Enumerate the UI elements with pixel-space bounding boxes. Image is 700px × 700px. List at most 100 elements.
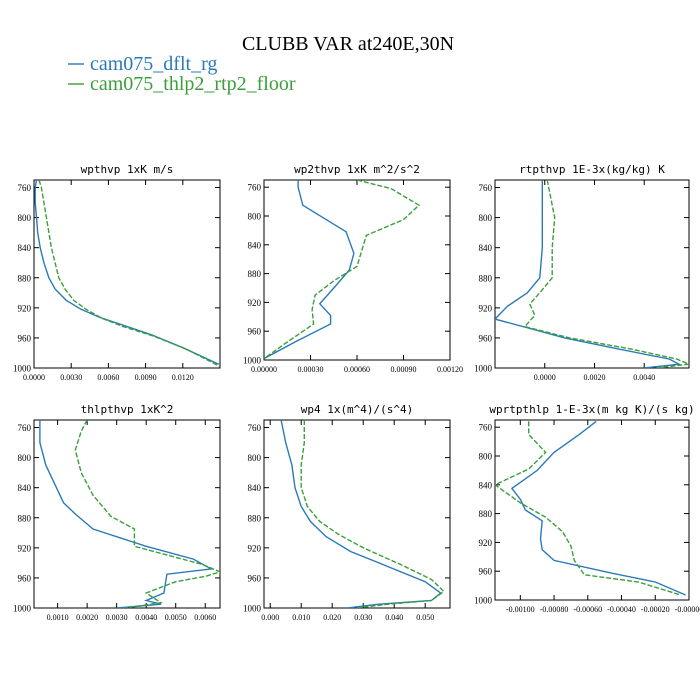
series-line-dflt	[280, 420, 442, 608]
y-tick-label: 760	[479, 423, 493, 433]
x-tick-label: 0.0060	[194, 613, 216, 622]
x-tick-label: 0.0120	[172, 373, 194, 382]
x-tick-label: 0.0030	[60, 373, 82, 382]
panel-frame	[33, 179, 221, 369]
y-tick-label: 760	[248, 423, 262, 433]
x-tick-label: -0.00040	[607, 605, 636, 614]
panel-frame	[263, 179, 451, 361]
y-tick-label: 920	[479, 303, 493, 313]
x-tick-label: 0.0090	[135, 373, 157, 382]
x-tick-label: 0.010	[292, 613, 310, 622]
y-tick-label: 960	[479, 567, 493, 577]
y-tick-label: 800	[18, 213, 32, 223]
y-tick-label: 1000	[474, 364, 493, 374]
series-line-dflt	[510, 420, 686, 596]
panel-6: wprtpthlp 1-E-3x(m kg K)/(s kg) 760 800 840…	[474, 403, 700, 614]
panel-frame	[494, 419, 690, 601]
panel-2: wp2thvp 1xK m^2/s^2 760 800 840 880 920 960 100…	[243, 163, 463, 374]
y-tick-label: 880	[18, 513, 32, 523]
x-tick-label: 0.0040	[135, 613, 157, 622]
x-tick-label: 0.030	[354, 613, 372, 622]
panel-frame	[494, 179, 690, 369]
x-tick-label: 0.0020	[583, 373, 605, 382]
y-tick-label: 920	[248, 298, 262, 308]
x-tick-label: 0.0010	[47, 613, 69, 622]
panel-title: rtpthvp 1E-3x(kg/kg) K	[519, 163, 665, 176]
legend-label-floor: cam075_thlp2_rtp2_floor	[90, 73, 296, 95]
series-line-dflt	[264, 180, 355, 360]
y-tick-label: 800	[248, 212, 262, 222]
x-tick-label: 0.0000	[534, 373, 556, 382]
series-line-floor	[300, 420, 445, 608]
x-tick-label: -0.00060	[573, 605, 602, 614]
y-tick-label: 880	[248, 269, 262, 279]
panel-5: wp4 1x(m^4)/(s^4)76080084088092096010000…	[243, 403, 451, 622]
panel-1: wpthvp 1xK m/s76080084088092096010000.00…	[13, 163, 221, 382]
panel-3: rtpthvp 1E-3x(kg/kg) K 760 800 840 880 920 960…	[474, 163, 690, 382]
x-tick-label: 0.040	[385, 613, 403, 622]
series-line-floor	[38, 180, 220, 368]
x-tick-label: 0.0000	[23, 373, 45, 382]
y-tick-label: 840	[479, 243, 493, 253]
y-tick-label: 760	[248, 183, 262, 193]
y-tick-label: 1000	[243, 356, 262, 366]
x-tick-label: 0.020	[323, 613, 341, 622]
y-tick-label: 840	[479, 480, 493, 490]
y-tick-label: 840	[248, 483, 262, 493]
y-tick-label: 760	[18, 183, 32, 193]
series-line-floor	[523, 180, 689, 368]
y-tick-label: 880	[479, 273, 493, 283]
y-tick-label: 1000	[243, 604, 262, 614]
y-tick-label: 920	[18, 543, 32, 553]
figure-title: CLUBB VAR at240E,30N	[242, 33, 454, 55]
x-tick-label: 0.050	[416, 613, 434, 622]
x-tick-label: 0.000	[261, 613, 279, 622]
x-tick-label: 0.00060	[344, 365, 370, 374]
y-tick-label: 880	[18, 273, 32, 283]
y-tick-label: 800	[479, 452, 493, 462]
x-tick-label: -0.00000	[675, 605, 700, 614]
x-tick-label: 0.0020	[76, 613, 98, 622]
y-tick-label: 960	[248, 327, 262, 337]
y-tick-label: 1000	[474, 596, 493, 606]
y-tick-label: 760	[18, 423, 32, 433]
panel-4: thlpthvp 1xK^2 760 800 840 880 920 960 1000 0.00…	[13, 403, 221, 622]
series-line-dflt	[39, 420, 214, 608]
x-tick-label: 0.00090	[391, 365, 417, 374]
series-line-dflt	[495, 180, 682, 368]
x-tick-label: 0.0060	[97, 373, 119, 382]
y-tick-label: 880	[479, 509, 493, 519]
y-tick-label: 920	[248, 543, 262, 553]
y-tick-label: 880	[248, 513, 262, 523]
y-tick-label: 840	[18, 483, 32, 493]
panels-container: wpthvp 1xK m/s76080084088092096010000.00…	[13, 163, 700, 622]
series-line-dflt	[34, 180, 220, 365]
x-tick-label: -0.00080	[540, 605, 569, 614]
series-line-floor	[495, 421, 681, 596]
series-line-floor	[264, 180, 421, 360]
y-tick-label: 800	[18, 453, 32, 463]
y-tick-label: 920	[18, 303, 32, 313]
y-tick-label: 960	[479, 333, 493, 343]
x-tick-label: -0.00020	[641, 605, 670, 614]
y-tick-label: 760	[479, 183, 493, 193]
y-tick-label: 800	[248, 453, 262, 463]
x-tick-label: -0.00100	[506, 605, 535, 614]
legend: cam075_dflt_rg cam075_thlp2_rtp2_floor	[68, 53, 296, 95]
x-tick-label: 0.0040	[633, 373, 655, 382]
y-tick-label: 840	[18, 243, 32, 253]
series-line-floor	[74, 420, 220, 608]
y-tick-label: 840	[248, 240, 262, 250]
panel-frame	[33, 419, 221, 609]
y-tick-label: 960	[248, 573, 262, 583]
panel-title: thlpthvp 1xK^2	[81, 403, 174, 416]
x-tick-label: 0.00030	[298, 365, 324, 374]
x-tick-label: 0.00000	[251, 365, 277, 374]
panel-title: wp4 1x(m^4)/(s^4)	[301, 403, 414, 416]
x-tick-label: 0.0050	[165, 613, 187, 622]
panel-title: wprtpthlp 1-E-3x(m kg K)/(s kg)	[489, 403, 694, 416]
y-tick-label: 1000	[13, 364, 32, 374]
y-tick-label: 1000	[13, 604, 32, 614]
x-tick-label: 0.00120	[437, 365, 463, 374]
